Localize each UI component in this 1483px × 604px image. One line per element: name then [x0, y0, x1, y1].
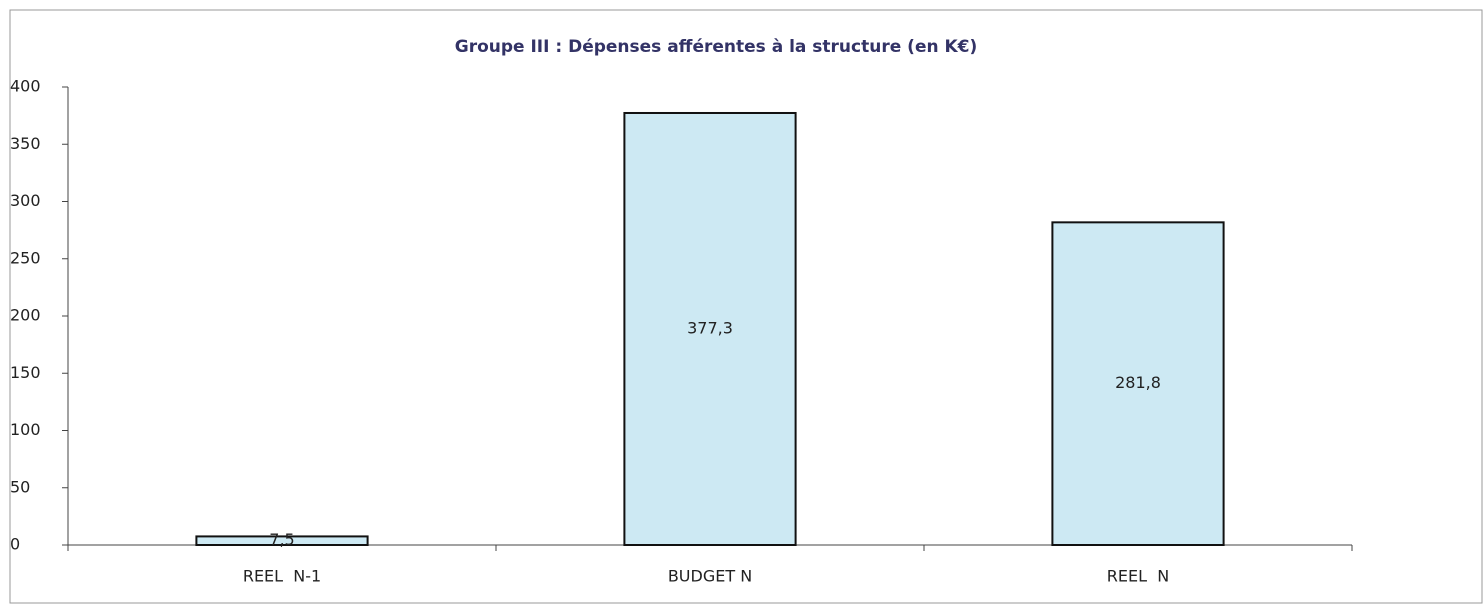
bar — [1051, 221, 1225, 547]
value-label: 281,8 — [1115, 373, 1161, 392]
y-tick-label: 0 — [10, 535, 20, 554]
y-tick-label: 200 — [10, 306, 41, 325]
chart-frame — [9, 9, 1483, 604]
y-tick-label: 150 — [10, 363, 41, 382]
y-tick-label: 50 — [10, 477, 30, 496]
y-tick-label: 350 — [10, 134, 41, 153]
x-tick-label: REEL N — [1107, 567, 1169, 586]
y-tick-label: 250 — [10, 248, 41, 267]
value-label: 377,3 — [687, 318, 733, 337]
y-tick-label: 100 — [10, 420, 41, 439]
y-tick-label: 400 — [10, 77, 41, 96]
x-tick-label: BUDGET N — [668, 567, 752, 586]
chart-title: Groupe III : Dépenses afférentes à la st… — [455, 37, 978, 57]
bar — [195, 535, 369, 546]
x-tick-label: REEL N-1 — [243, 567, 321, 586]
value-label: 7,5 — [269, 530, 294, 549]
y-tick-label: 300 — [10, 191, 41, 210]
bar — [623, 111, 797, 547]
